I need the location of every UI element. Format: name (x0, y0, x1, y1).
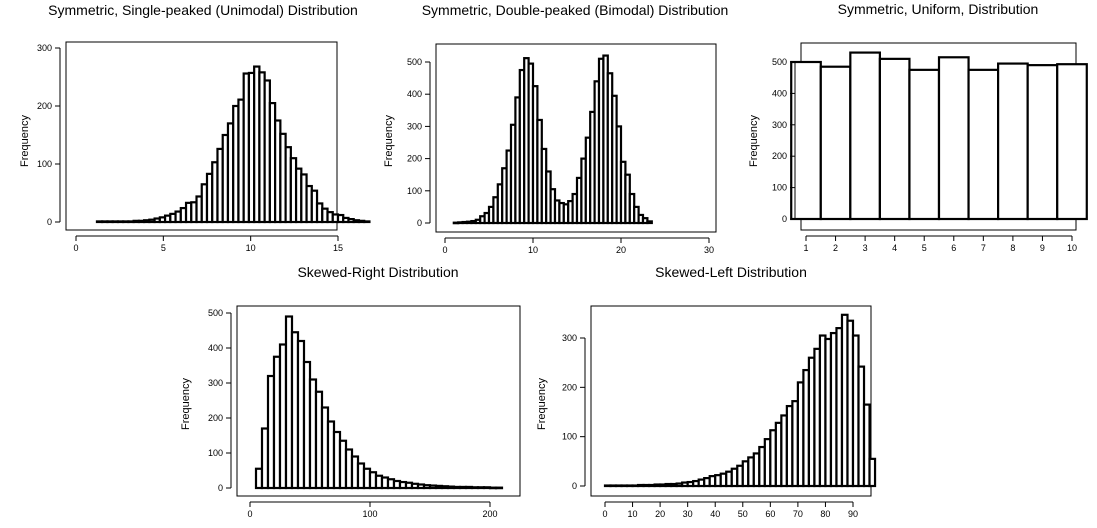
uniform-xtick-label: 2 (833, 243, 838, 253)
unimodal-ytick-label: 300 (37, 43, 52, 53)
skewed-right-ylabel: Frequency (180, 378, 192, 430)
skewed-left-histogram: Skewed-Left Distribution Frequency 01002… (536, 264, 877, 519)
uniform-bar (937, 56, 970, 221)
uniform-histogram: Symmetric, Uniform, Distribution Frequen… (748, 1, 1088, 253)
bimodal-bar (646, 220, 653, 225)
skewed-left-xtick-label: 50 (738, 509, 748, 519)
uniform-bar (849, 51, 881, 221)
unimodal-histogram: Symmetric, Single-peaked (Unimodal) Dist… (19, 2, 371, 253)
skewed-left-title: Skewed-Left Distribution (655, 264, 807, 280)
skewed-left-xtick-label: 90 (848, 509, 858, 519)
uniform-bar (997, 62, 1029, 221)
skewed-left-xtick-label: 30 (683, 509, 693, 519)
unimodal-xtick-label: 5 (161, 243, 166, 253)
skewed-right-histogram: Skewed-Right Distribution Frequency 0 100… (180, 264, 521, 519)
uniform-bar (819, 65, 852, 221)
uniform-ytick-label: 0 (782, 214, 787, 224)
bimodal-ytick-label: 100 (407, 186, 422, 196)
skewed-left-bar (862, 403, 871, 488)
uniform-bar (790, 60, 822, 221)
uniform-xtick-label: 8 (1010, 243, 1015, 253)
uniform-xtick-label: 10 (1067, 243, 1077, 253)
unimodal-ytick-label: 0 (47, 217, 52, 227)
skewed-right-xtick-label: 0 (247, 509, 252, 519)
bimodal-ytick-label: 200 (407, 154, 422, 164)
bimodal-ytick-label: 0 (417, 218, 422, 228)
uniform-xtick-label: 9 (1040, 243, 1045, 253)
skewed-left-ytick-label: 100 (562, 432, 577, 442)
unimodal-xtick-label: 0 (73, 243, 78, 253)
skewed-right-xtick-label: 200 (482, 509, 497, 519)
uniform-xtick-label: 4 (892, 243, 897, 253)
bimodal-xtick-label: 30 (704, 245, 714, 255)
unimodal-ytick-label: 100 (37, 159, 52, 169)
uniform-ytick-label: 100 (772, 183, 787, 193)
bimodal-ytick-label: 400 (407, 89, 422, 99)
skewed-right-ytick-label: 200 (208, 413, 223, 423)
uniform-ytick-label: 400 (772, 88, 787, 98)
uniform-title: Symmetric, Uniform, Distribution (838, 1, 1039, 17)
bimodal-xtick-label: 10 (528, 245, 538, 255)
skewed-left-bar (868, 457, 877, 488)
unimodal-ylabel: Frequency (19, 115, 31, 167)
unimodal-xtick-label: 10 (246, 243, 256, 253)
unimodal-ytick-label: 200 (37, 101, 52, 111)
skewed-right-ytick-label: 0 (218, 483, 223, 493)
uniform-ytick-label: 500 (772, 57, 787, 67)
skewed-right-ytick-label: 100 (208, 448, 223, 458)
uniform-bar (908, 68, 941, 221)
skewed-left-ytick-label: 200 (562, 382, 577, 392)
bimodal-title: Symmetric, Double-peaked (Bimodal) Distr… (422, 2, 729, 18)
bimodal-xtick-label: 0 (442, 245, 447, 255)
skewed-left-xtick-label: 40 (710, 509, 720, 519)
skewed-right-title: Skewed-Right Distribution (297, 264, 458, 280)
skewed-right-ytick-label: 300 (208, 378, 223, 388)
skewed-left-ytick-label: 300 (562, 333, 577, 343)
bimodal-ytick-label: 500 (407, 57, 422, 67)
skewed-left-xtick-label: 80 (820, 509, 830, 519)
unimodal-bar (363, 220, 371, 224)
skewed-right-xtick-label: 100 (362, 509, 377, 519)
uniform-xtick-label: 1 (803, 243, 808, 253)
uniform-bar (1056, 63, 1088, 221)
skewed-left-xtick-label: 0 (602, 509, 607, 519)
uniform-xtick-label: 5 (922, 243, 927, 253)
skewed-left-xtick-label: 10 (628, 509, 638, 519)
uniform-bar (967, 68, 1000, 221)
bimodal-xtick-label: 20 (616, 245, 626, 255)
uniform-bar (878, 57, 911, 221)
unimodal-xtick-label: 15 (333, 243, 343, 253)
bimodal-ylabel: Frequency (383, 115, 395, 167)
skewed-left-ytick-label: 0 (572, 481, 577, 491)
uniform-xtick-label: 7 (981, 243, 986, 253)
uniform-bar (1026, 64, 1059, 221)
skewed-right-ytick-label: 400 (208, 343, 223, 353)
skewed-right-ytick-label: 500 (208, 308, 223, 318)
skewed-left-xtick-label: 70 (793, 509, 803, 519)
uniform-xtick-label: 3 (863, 243, 868, 253)
skewed-left-ylabel: Frequency (536, 378, 548, 430)
uniform-ylabel: Frequency (748, 115, 760, 167)
uniform-ytick-label: 300 (772, 120, 787, 130)
skewed-right-bar (494, 486, 504, 490)
skewed-left-xtick-label: 20 (655, 509, 665, 519)
bimodal-histogram: Symmetric, Double-peaked (Bimodal) Distr… (383, 2, 728, 255)
uniform-ytick-label: 200 (772, 151, 787, 161)
unimodal-title: Symmetric, Single-peaked (Unimodal) Dist… (48, 2, 358, 18)
skewed-left-xtick-label: 60 (765, 509, 775, 519)
uniform-xtick-label: 6 (951, 243, 956, 253)
bimodal-ytick-label: 300 (407, 121, 422, 131)
